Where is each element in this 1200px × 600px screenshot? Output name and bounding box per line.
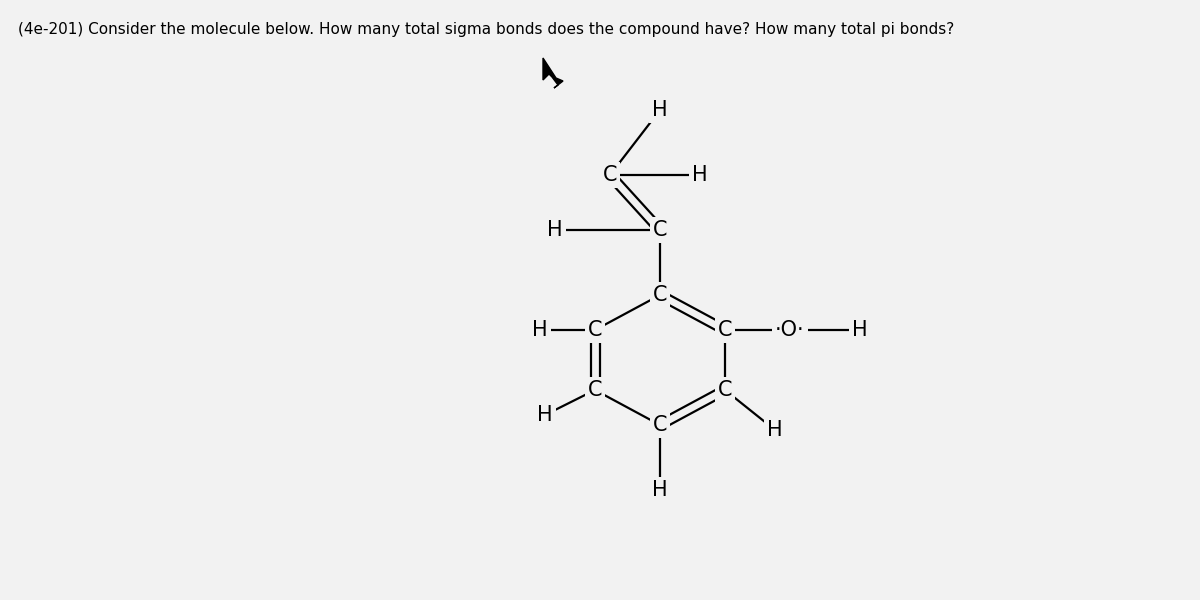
Text: H: H — [852, 320, 868, 340]
Text: H: H — [692, 165, 708, 185]
Text: C: C — [653, 415, 667, 435]
Text: C: C — [718, 320, 732, 340]
Text: C: C — [588, 320, 602, 340]
Text: C: C — [653, 285, 667, 305]
Text: H: H — [652, 480, 668, 500]
Text: C: C — [588, 380, 602, 400]
Text: H: H — [547, 220, 563, 240]
Text: H: H — [767, 420, 782, 440]
Text: H: H — [538, 405, 553, 425]
Polygon shape — [542, 58, 563, 88]
Text: C: C — [718, 380, 732, 400]
Text: C: C — [602, 165, 617, 185]
Text: H: H — [652, 100, 668, 120]
Text: H: H — [532, 320, 548, 340]
Text: C: C — [653, 220, 667, 240]
Text: (4e-201) Consider the molecule below. How many total sigma bonds does the compou: (4e-201) Consider the molecule below. Ho… — [18, 22, 954, 37]
Text: ·O·: ·O· — [775, 320, 805, 340]
